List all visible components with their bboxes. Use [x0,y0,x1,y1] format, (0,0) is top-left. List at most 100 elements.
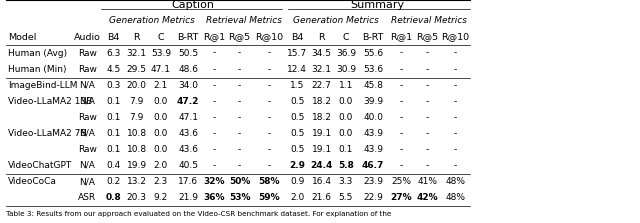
Text: R@1: R@1 [204,33,225,41]
Text: -: - [238,113,241,122]
Text: -: - [238,49,241,58]
Text: 20.0: 20.0 [127,81,147,90]
Text: 42%: 42% [417,193,438,202]
Text: 0.1: 0.1 [106,129,120,138]
Text: Video-LLaMA2 13B: Video-LLaMA2 13B [8,97,92,106]
Text: -: - [399,129,403,138]
Text: 16.4: 16.4 [312,177,332,186]
Text: 0.0: 0.0 [339,129,353,138]
Text: 3.3: 3.3 [339,177,353,186]
Text: Raw: Raw [78,49,97,58]
Text: -: - [267,65,271,74]
Text: R@5: R@5 [416,33,438,41]
Text: 25%: 25% [391,177,411,186]
Text: 0.1: 0.1 [106,113,120,122]
Text: Generation Metrics: Generation Metrics [293,17,380,25]
Text: 20.3: 20.3 [127,193,147,202]
Text: 18.2: 18.2 [312,97,332,106]
Text: -: - [426,81,429,90]
Text: 0.2: 0.2 [106,177,120,186]
Text: 17.6: 17.6 [178,177,198,186]
Text: Video-LLaMA2 7B: Video-LLaMA2 7B [8,129,86,138]
Text: -: - [454,97,457,106]
Text: R: R [133,33,140,41]
Text: R@5: R@5 [228,33,251,41]
Text: 47.1: 47.1 [178,113,198,122]
Text: 0.0: 0.0 [154,113,168,122]
Text: 59%: 59% [258,193,280,202]
Text: ASR: ASR [78,193,97,202]
Text: 43.6: 43.6 [178,145,198,154]
Text: 0.0: 0.0 [154,97,168,106]
Text: 0.1: 0.1 [106,145,120,154]
Text: 46.7: 46.7 [362,161,384,170]
Text: 0.4: 0.4 [106,161,120,170]
Text: 58%: 58% [258,177,280,186]
Text: -: - [212,113,216,122]
Text: 24.4: 24.4 [310,161,333,170]
Text: -: - [212,145,216,154]
Text: Generation Metrics: Generation Metrics [109,17,195,25]
Text: 7.9: 7.9 [129,113,144,122]
Text: -: - [426,145,429,154]
Text: 19.1: 19.1 [312,145,332,154]
Text: 53%: 53% [229,193,250,202]
Text: -: - [267,161,271,170]
Text: -: - [212,97,216,106]
Text: -: - [426,97,429,106]
Text: 9.2: 9.2 [154,193,168,202]
Text: -: - [238,97,241,106]
Text: 48%: 48% [445,193,465,202]
Text: 0.0: 0.0 [339,97,353,106]
Text: -: - [238,161,241,170]
Text: 41%: 41% [417,177,437,186]
Text: 50%: 50% [229,177,250,186]
Text: -: - [426,129,429,138]
Text: 21.6: 21.6 [312,193,332,202]
Text: R@1: R@1 [390,33,412,41]
Text: -: - [238,65,241,74]
Text: -: - [212,65,216,74]
Text: Raw: Raw [78,113,97,122]
Text: 2.0: 2.0 [154,161,168,170]
Text: 0.5: 0.5 [290,113,305,122]
Text: 43.6: 43.6 [178,129,198,138]
Text: 47.2: 47.2 [177,97,199,106]
Text: 2.3: 2.3 [154,177,168,186]
Text: -: - [399,81,403,90]
Text: 18.2: 18.2 [312,113,332,122]
Text: R@10: R@10 [442,33,469,41]
Text: Summary: Summary [351,0,404,10]
Text: 5.8: 5.8 [338,161,354,170]
Text: 10.8: 10.8 [127,145,147,154]
Text: 12.4: 12.4 [287,65,307,74]
Text: N/A: N/A [79,177,95,186]
Text: 0.5: 0.5 [290,145,305,154]
Text: B4: B4 [291,33,303,41]
Text: -: - [267,97,271,106]
Text: 36.9: 36.9 [336,49,356,58]
Text: Human (Min): Human (Min) [8,65,66,74]
Text: 1.1: 1.1 [339,81,353,90]
Text: 22.7: 22.7 [312,81,332,90]
Text: -: - [212,81,216,90]
Text: 55.6: 55.6 [363,49,383,58]
Text: Retrieval Metrics: Retrieval Metrics [205,17,282,25]
Text: 13.2: 13.2 [127,177,147,186]
Text: -: - [212,129,216,138]
Text: -: - [238,145,241,154]
Text: 48.6: 48.6 [178,65,198,74]
Text: 27%: 27% [390,193,412,202]
Text: -: - [454,49,457,58]
Text: B-RT: B-RT [362,33,384,41]
Text: 21.9: 21.9 [178,193,198,202]
Text: 4.5: 4.5 [106,65,120,74]
Text: R: R [318,33,325,41]
Text: 19.9: 19.9 [127,161,147,170]
Text: 19.1: 19.1 [312,129,332,138]
Text: N/A: N/A [79,97,95,106]
Text: 45.8: 45.8 [363,81,383,90]
Text: -: - [212,161,216,170]
Text: 34.5: 34.5 [312,49,332,58]
Text: B-RT: B-RT [177,33,199,41]
